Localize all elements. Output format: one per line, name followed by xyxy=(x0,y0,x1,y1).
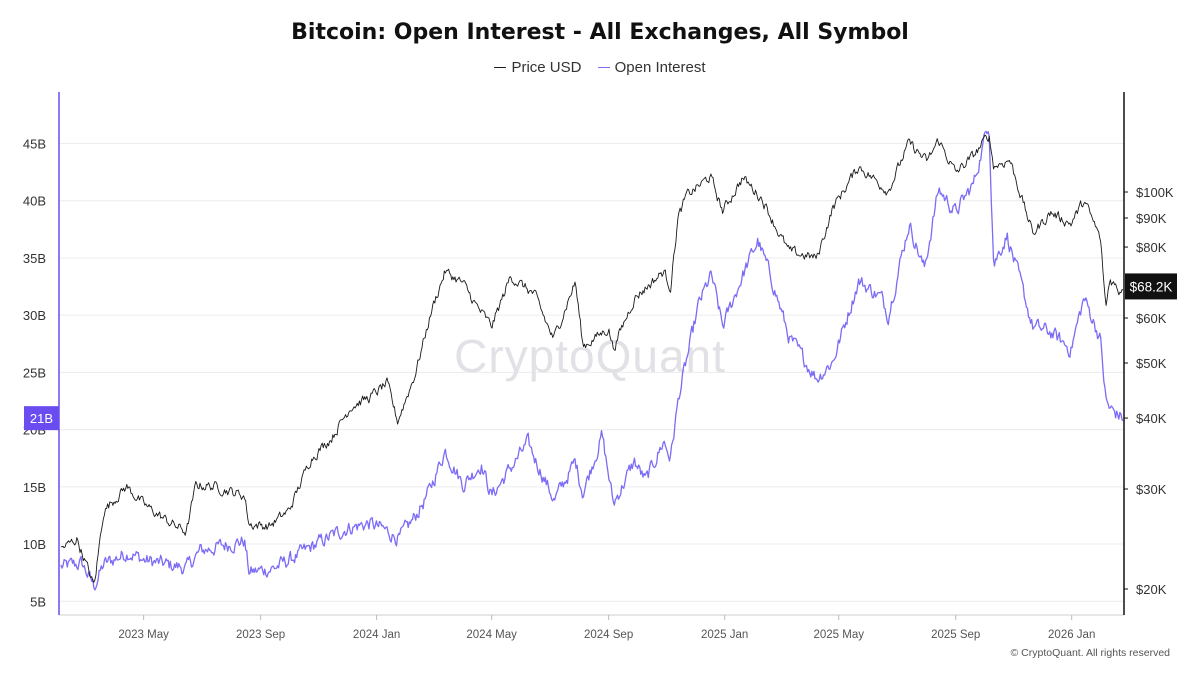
x-tick-label: 2023 May xyxy=(118,629,169,641)
price-current-badge xyxy=(1125,273,1177,300)
chart-legend[interactable]: Price USD Open Interest xyxy=(0,59,1200,76)
right-tick-label: $100K xyxy=(1136,185,1174,200)
legend-swatch-price xyxy=(494,66,507,68)
legend-swatch-oi xyxy=(597,66,610,68)
oi-current-label: 21B xyxy=(30,411,53,426)
right-tick-label: $90K xyxy=(1136,211,1167,226)
left-tick-label: 10B xyxy=(23,537,46,552)
copyright-footer: © CryptoQuant. All rights reserved xyxy=(1010,647,1170,659)
series-line-open-interest xyxy=(60,130,1124,591)
left-tick-label: 35B xyxy=(23,251,46,266)
right-tick-label: $30K xyxy=(1136,482,1167,497)
x-tick-label: 2023 Sep xyxy=(236,629,285,641)
legend-item-oi[interactable]: Open Interest xyxy=(597,59,706,76)
legend-label-price: Price USD xyxy=(511,59,582,76)
legend-item-price[interactable]: Price USD xyxy=(494,59,581,76)
series-line-price-usd xyxy=(60,134,1124,583)
legend-label-oi: Open Interest xyxy=(614,59,706,76)
watermark: CryptoQuant xyxy=(454,330,726,382)
price-current-label: $68.2K xyxy=(1130,279,1173,294)
left-tick-label: 25B xyxy=(23,365,46,380)
right-tick-label: $80K xyxy=(1136,240,1167,255)
x-tick-label: 2024 Sep xyxy=(584,629,633,641)
left-tick-label: 15B xyxy=(23,480,46,495)
chart-title: Bitcoin: Open Interest - All Exchanges, … xyxy=(291,20,909,45)
right-tick-label: $50K xyxy=(1136,356,1167,371)
series-layer xyxy=(60,130,1124,591)
left-tick-label: 5B xyxy=(30,594,46,609)
left-tick-label: 30B xyxy=(23,308,46,323)
x-tick-label: 2025 May xyxy=(813,629,864,641)
right-tick-label: $20K xyxy=(1136,582,1167,597)
left-tick-label: 40B xyxy=(23,194,46,209)
right-tick-label: $40K xyxy=(1136,411,1167,426)
x-tick-label: 2025 Jan xyxy=(701,629,748,641)
x-tick-label: 2026 Jan xyxy=(1048,629,1095,641)
grid-lines xyxy=(59,142,1124,602)
oi-current-badge xyxy=(24,406,59,431)
left-tick-label: 45B xyxy=(23,136,46,151)
x-tick-label: 2024 Jan xyxy=(353,629,400,641)
x-tick-label: 2025 Sep xyxy=(931,629,980,641)
x-tick-label: 2024 May xyxy=(466,629,517,641)
right-tick-label: $60K xyxy=(1136,311,1167,326)
